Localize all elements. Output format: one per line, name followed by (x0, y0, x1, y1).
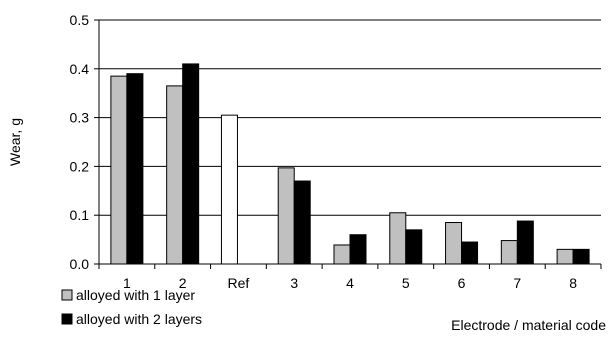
bar-series-2 (293, 180, 311, 265)
y-tick-label: 0.5 (70, 12, 90, 28)
bar-series-1 (500, 240, 518, 265)
y-tick-label: 0.2 (70, 158, 90, 174)
bar-series-1 (166, 85, 184, 265)
y-tick-label: 0.3 (70, 110, 90, 126)
bar-series-2 (349, 234, 367, 265)
legend-swatch (61, 313, 73, 325)
legend-swatch (61, 289, 73, 301)
y-tick-label: 0.4 (70, 61, 90, 77)
x-tick-label: 4 (346, 275, 354, 291)
x-tick-label: Ref (228, 275, 250, 291)
y-tick-label: 0.0 (70, 256, 90, 272)
bar-series-2 (516, 220, 534, 265)
legend-label: alloyed with 1 layer (76, 287, 195, 303)
x-tick-label: 5 (402, 275, 410, 291)
x-tick-label: 8 (569, 275, 577, 291)
y-axis-label: Wear, g (7, 118, 23, 166)
y-tick-labels: 0.0 0.1 0.2 0.3 0.4 0.5 (70, 12, 90, 272)
legend-label: alloyed with 2 layers (76, 311, 202, 327)
bar-series-1 (389, 212, 407, 265)
x-tick-label: 3 (290, 275, 298, 291)
bar-series-1 (445, 222, 463, 265)
legend: alloyed with 1 layer alloyed with 2 layer… (61, 287, 202, 327)
x-tick-label: 1 (123, 275, 131, 291)
y-tick-label: 0.1 (70, 207, 90, 223)
bar-series-1 (110, 75, 128, 265)
bar-series-2 (182, 63, 200, 265)
bar-series-1 (556, 248, 574, 265)
x-tick-label: 2 (179, 275, 187, 291)
x-tick-label: 7 (513, 275, 521, 291)
bar-series-2 (461, 241, 479, 265)
x-tick-labels: 1 2 Ref 3 4 5 6 7 8 (123, 275, 577, 291)
bar-series-1 (333, 244, 351, 265)
axes (94, 19, 602, 269)
bar-series-2 (126, 73, 144, 265)
bar-series-2 (572, 248, 590, 265)
bar-reference (220, 114, 238, 265)
bars (110, 63, 590, 265)
x-tick-label: 6 (458, 275, 466, 291)
bar-series-2 (405, 229, 423, 265)
x-axis-label: Electrode / material code (451, 317, 606, 333)
bar-series-1 (277, 167, 295, 265)
